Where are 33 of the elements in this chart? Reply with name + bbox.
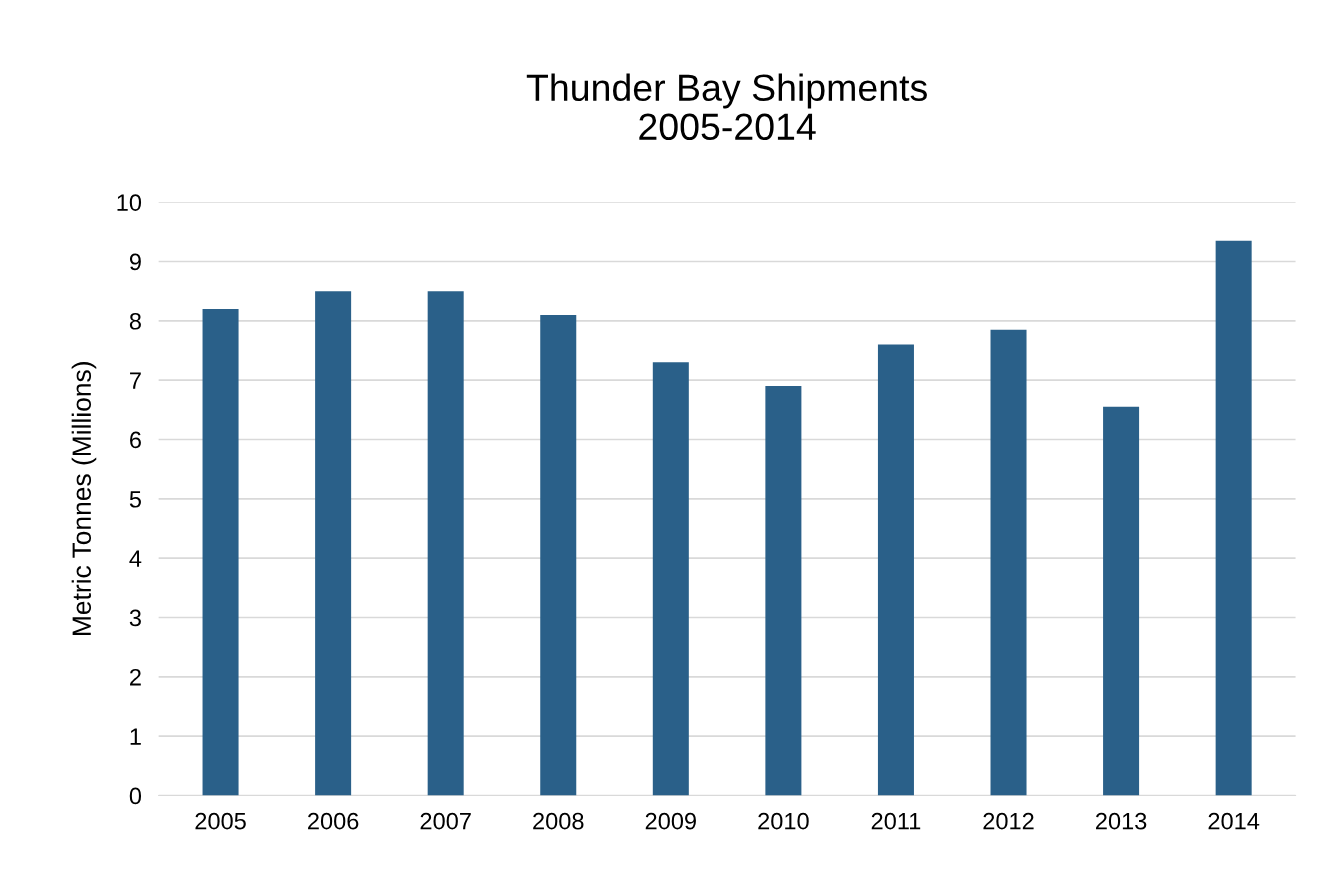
chart-title: Thunder Bay Shipments 2005-2014 (526, 73, 927, 141)
y-tick-label: 5 (129, 491, 141, 508)
x-tick-label: 2010 (758, 812, 809, 830)
x-tick-label: 2012 (983, 812, 1034, 830)
x-tick-label: 2008 (533, 812, 584, 830)
y-axis-title: Metric Tonnes (Millions) (71, 362, 97, 635)
x-tick-label: 2014 (1208, 812, 1260, 830)
x-tick-label: 2011 (871, 812, 921, 830)
bar (765, 386, 802, 796)
bar (540, 314, 577, 796)
y-tick-label: 9 (129, 253, 141, 271)
y-tick-label: 6 (130, 431, 141, 449)
y-tick-label: 1 (130, 728, 141, 745)
bar (652, 362, 689, 796)
y-tick-label: 3 (129, 609, 141, 627)
y-tick-label: 8 (129, 312, 141, 330)
x-tick-label: 2006 (308, 812, 359, 830)
bar (990, 329, 1027, 796)
x-tick-label: 2013 (1096, 812, 1147, 830)
y-tick-label: 0 (129, 787, 142, 805)
y-tick-label: 4 (129, 550, 142, 567)
bar (202, 308, 239, 796)
y-tick-label: 7 (130, 372, 141, 389)
bar (315, 291, 352, 796)
bar (1215, 240, 1252, 796)
y-tick-label: 2 (130, 668, 141, 686)
bar (1103, 406, 1140, 796)
x-tick-label: 2005 (195, 812, 246, 830)
x-tick-label: 2007 (420, 812, 471, 830)
x-tick-label: 2009 (645, 812, 696, 830)
bar (427, 291, 464, 796)
y-tick-label: 10 (117, 194, 142, 211)
bar (877, 344, 914, 796)
